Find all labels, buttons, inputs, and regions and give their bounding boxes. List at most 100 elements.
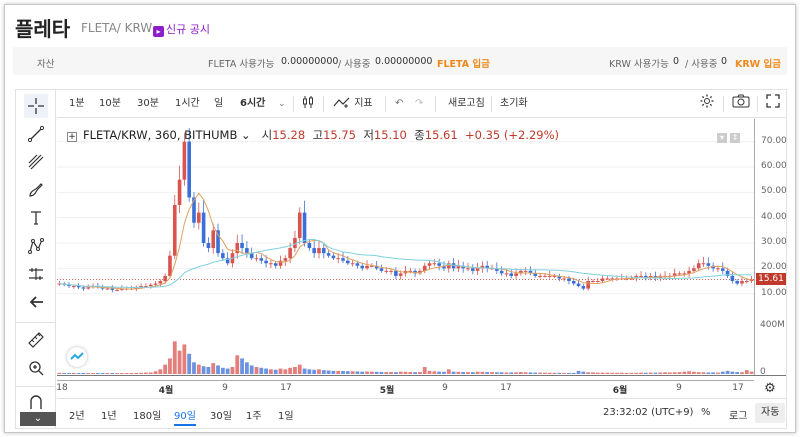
notice-label: 신규 공시 [166, 23, 210, 36]
interval-30m[interactable]: 30분 [137, 98, 159, 109]
percent-toggle[interactable]: % [701, 407, 711, 418]
volume-bar [490, 372, 494, 374]
trendline-icon[interactable] [24, 122, 48, 146]
tradingview-logo [67, 347, 87, 367]
candle-body [245, 248, 249, 254]
ruler-icon[interactable] [24, 328, 48, 352]
collapse-pane-icon[interactable]: ▾ [717, 133, 727, 143]
time-tick: 17 [500, 383, 512, 393]
candle-body [105, 288, 110, 290]
candle-body [437, 263, 441, 266]
volume-bar [466, 372, 470, 374]
candle-body [172, 205, 177, 256]
toolbar-separator [723, 96, 724, 112]
new-notice-link[interactable]: ▸ 신규 공시 [153, 21, 210, 37]
volume-bar [552, 372, 557, 374]
settings-icon[interactable] [699, 90, 715, 118]
volume-bar [211, 363, 216, 374]
text-icon[interactable] [24, 206, 48, 230]
brush-icon[interactable] [24, 178, 48, 202]
collapse-toolbar-button[interactable]: ⌄ [20, 412, 56, 426]
axis-settings-icon[interactable]: ⚙ [764, 381, 776, 396]
zoom-icon[interactable] [24, 356, 48, 380]
volume-bar [369, 371, 374, 374]
candle-body [307, 243, 312, 249]
range-180d[interactable]: 180일 [133, 411, 162, 422]
volume-bar [196, 364, 201, 374]
price-axis[interactable]: 15.61 70.00 60.00 50.00 40.00 30.00 20.00 10.0… [754, 119, 787, 375]
time-tick: 18 [56, 383, 68, 393]
candle-body [360, 265, 365, 269]
volume-bar [321, 370, 326, 374]
candle-body [672, 273, 677, 276]
candle-type-button[interactable] [301, 90, 315, 118]
refresh-button[interactable]: 새로고침 [448, 98, 485, 109]
indicator-icon [333, 97, 350, 108]
candle-body [317, 248, 321, 254]
fullscreen-icon[interactable] [766, 90, 780, 118]
reset-button[interactable]: 초기화 [500, 98, 528, 109]
candle-body [687, 270, 691, 274]
back-arrow-icon[interactable] [24, 290, 48, 314]
redo-icon[interactable]: ↷ [415, 98, 424, 109]
volume-bar [615, 372, 619, 374]
price-tick: 10.00 [761, 287, 787, 298]
legend-open-label: 시 [261, 128, 273, 142]
range-1d[interactable]: 1일 [278, 411, 294, 422]
interval-day[interactable]: 일 [214, 98, 224, 109]
range-2y[interactable]: 2년 [69, 411, 85, 422]
log-toggle[interactable]: 로그 [729, 411, 748, 422]
candle-body [321, 248, 326, 254]
page-header: 플레타 FLETA/ KRW ▸ 신규 공시 [5, 5, 795, 45]
magnet-icon[interactable] [24, 390, 48, 414]
indicators-button[interactable]: 지표 [333, 90, 373, 118]
measure-icon[interactable] [24, 262, 48, 286]
candle-body [480, 265, 485, 269]
range-1w[interactable]: 1주 [246, 411, 262, 422]
volume-bar [86, 373, 91, 374]
fleta-available-label: FLETA 사용가능 [208, 59, 275, 70]
candle-body [720, 268, 725, 271]
expand-legend-icon[interactable]: + [67, 132, 77, 142]
pattern-icon[interactable] [24, 234, 48, 258]
interval-1h[interactable]: 1시간 [175, 98, 200, 109]
camera-icon[interactable] [732, 90, 750, 118]
volume-bar [312, 369, 317, 374]
volume-bar [115, 373, 119, 374]
range-1y[interactable]: 1년 [101, 411, 117, 422]
volume-bar [187, 353, 192, 374]
volume-bar [269, 369, 273, 374]
krw-available-label: KRW 사용가능 [609, 59, 669, 70]
legend-symbol-dropdown-icon[interactable]: ⌄ [237, 128, 255, 142]
candle-body [528, 270, 533, 274]
candle-body [533, 273, 538, 276]
pane-divider[interactable] [57, 375, 786, 376]
volume-bar [393, 372, 398, 374]
candle-body [398, 273, 403, 276]
crosshair-icon[interactable] [24, 94, 48, 118]
time-axis[interactable]: 18 4월 9 17 5월 9 17 6월 9 17 [56, 380, 754, 396]
range-90d[interactable]: 90일 [174, 407, 196, 426]
candle-body [543, 275, 547, 277]
volume-bar [71, 372, 76, 374]
volume-bar [163, 364, 168, 374]
volume-bar [567, 372, 571, 374]
interval-6h[interactable]: 6시간 [235, 90, 270, 118]
price-chart[interactable]: + FLETA/KRW, 360, BITHUMB ⌄ 시15.28 고15.75… [57, 119, 759, 375]
interval-dropdown-icon[interactable]: ⌄ [278, 99, 286, 109]
volume-bar [687, 371, 692, 374]
volume-bar [278, 368, 283, 374]
krw-deposit-link[interactable]: KRW 입금 [735, 59, 781, 70]
candle-body [384, 270, 389, 272]
interval-1m[interactable]: 1분 [69, 98, 85, 109]
undo-icon[interactable]: ↶ [395, 98, 404, 109]
maximize-pane-icon[interactable]: ⇕ [730, 133, 740, 143]
auto-scale-toggle[interactable]: 자동 [755, 403, 786, 423]
clock[interactable]: 23:32:02 (UTC+9) [603, 407, 694, 418]
range-30d[interactable]: 30일 [210, 411, 232, 422]
fleta-deposit-link[interactable]: FLETA 입금 [437, 59, 490, 70]
candle-body [264, 260, 268, 264]
volume-bar [701, 372, 706, 374]
fib-icon[interactable] [24, 150, 48, 174]
interval-10m[interactable]: 10분 [99, 98, 121, 109]
